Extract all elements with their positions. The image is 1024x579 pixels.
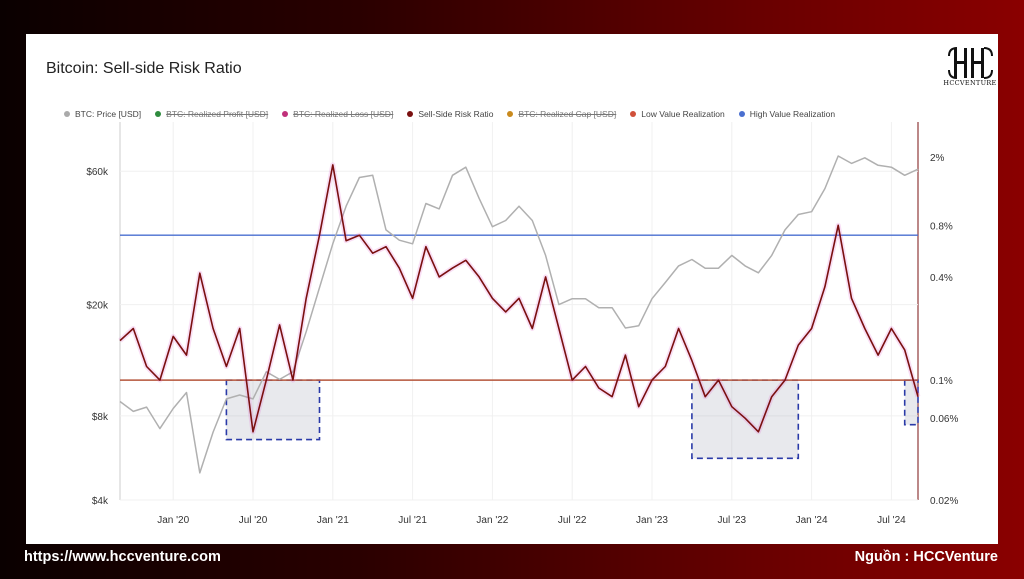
legend-label: High Value Realization — [749, 109, 836, 119]
y-right-tick-label: 0.02% — [930, 496, 958, 507]
x-tick-label: Jan '24 — [796, 515, 828, 526]
legend-item[interactable]: BTC: Realized Cap [USD] — [507, 109, 616, 119]
legend-swatch — [630, 111, 637, 117]
logo-text: HCCVENTURE — [943, 79, 997, 87]
legend-swatch — [64, 111, 70, 117]
legend-label: BTC: Price [USD] — [75, 109, 142, 119]
legend-label: Low Value Realization — [641, 109, 725, 119]
x-tick-label: Jan '21 — [317, 515, 349, 526]
sell-side-risk-line — [119, 164, 919, 433]
legend-item[interactable]: BTC: Realized Loss [USD] — [282, 109, 393, 119]
highlight-zone — [903, 379, 919, 426]
chart-area: Jan '20 Jul '20 Jan '21 Jul '21 Jan '22 Jul '… — [86, 122, 958, 526]
legend-item[interactable]: BTC: Price [USD] — [64, 109, 141, 119]
x-tick-label: Jan '23 — [636, 515, 668, 526]
chart-legend: BTC: Price [USD] BTC: Realized Profit [US… — [64, 109, 849, 119]
y-right-tick-label: 0.06% — [930, 414, 958, 425]
y-right-tick-label: 0.8% — [930, 221, 953, 232]
legend-item[interactable]: Sell-Side Risk Ratio — [407, 109, 493, 119]
x-tick-label: Jan '22 — [476, 515, 508, 526]
btc-price-line — [119, 155, 919, 474]
y-left-tick-label: $20k — [86, 301, 109, 312]
x-tick-label: Jul '22 — [558, 515, 587, 526]
x-tick-label: Jul '21 — [398, 515, 427, 526]
source-credit: Nguồn : HCCVenture — [854, 549, 998, 565]
y-right-tick-label: 0.4% — [930, 273, 953, 284]
legend-label: BTC: Realized Loss [USD] — [293, 109, 394, 119]
y-right-tick-label: 0.1% — [930, 376, 953, 387]
legend-label: Sell-Side Risk Ratio — [418, 109, 494, 119]
x-tick-label: Jul '20 — [239, 515, 268, 526]
x-tick-label: Jul '23 — [718, 515, 747, 526]
legend-swatch — [407, 111, 414, 117]
website-url: https://www.hccventure.com — [24, 549, 221, 565]
legend-swatch — [282, 111, 289, 117]
legend-swatch — [738, 111, 745, 117]
y-left-tick-label: $8k — [92, 412, 109, 423]
legend-item[interactable]: BTC: Realized Profit [USD] — [155, 109, 268, 119]
highlight-zone — [225, 379, 321, 441]
legend-label: BTC: Realized Cap [USD] — [518, 109, 617, 119]
legend-swatch — [507, 111, 514, 117]
y-right-tick-label: 2% — [930, 153, 945, 164]
y-left-tick-label: $60k — [86, 167, 109, 178]
y-left-tick-label: $4k — [92, 496, 109, 507]
legend-swatch — [155, 111, 162, 117]
hccventure-logo-icon — [948, 47, 993, 79]
legend-label: BTC: Realized Profit [USD] — [166, 109, 269, 119]
chart-card: Bitcoin: Sell-side Risk Ratio HCCVENTURE… — [26, 34, 998, 544]
x-tick-label: Jul '24 — [877, 515, 906, 526]
legend-item[interactable]: High Value Realization — [738, 109, 836, 119]
chart-title: Bitcoin: Sell-side Risk Ratio — [46, 60, 242, 77]
legend-item[interactable]: Low Value Realization — [630, 109, 725, 119]
x-tick-label: Jan '20 — [157, 515, 189, 526]
